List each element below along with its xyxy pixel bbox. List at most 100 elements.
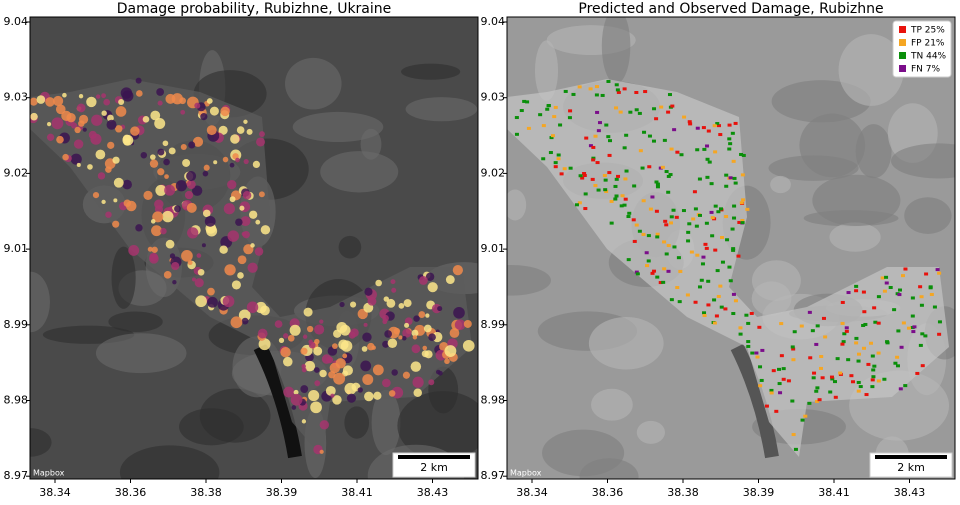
- probability-blob: [213, 160, 218, 165]
- building: [648, 207, 653, 211]
- building: [758, 365, 763, 369]
- building: [603, 178, 608, 182]
- y-tick-label: 9.01: [4, 242, 29, 255]
- building: [552, 115, 557, 119]
- building: [832, 380, 837, 384]
- building: [640, 166, 645, 170]
- probability-blob: [445, 275, 455, 284]
- building: [603, 188, 608, 192]
- probability-blob: [390, 279, 396, 285]
- building: [571, 92, 576, 96]
- probability-blob: [290, 393, 303, 406]
- building: [862, 310, 867, 314]
- building: [594, 85, 599, 89]
- probability-blob: [169, 253, 176, 259]
- building: [844, 329, 849, 333]
- building: [655, 182, 660, 186]
- building: [790, 399, 795, 403]
- probability-blob: [101, 93, 107, 99]
- probability-blob: [175, 180, 187, 192]
- probability-blob: [304, 360, 316, 372]
- probability-blob: [115, 125, 123, 133]
- y-tick-label: 9.03: [4, 91, 29, 104]
- building: [654, 180, 659, 184]
- probability-blob: [201, 243, 206, 248]
- probability-blob: [382, 340, 390, 348]
- legend-label: TN 44%: [910, 52, 947, 62]
- building: [733, 181, 738, 185]
- building: [609, 199, 614, 203]
- building: [720, 260, 725, 264]
- building: [744, 313, 749, 317]
- building: [669, 147, 674, 151]
- building: [584, 136, 589, 140]
- building: [746, 321, 751, 325]
- x-tick-label: 38.34: [39, 486, 71, 499]
- probability-blob: [206, 225, 218, 237]
- building: [871, 375, 876, 379]
- terrain: [285, 57, 342, 110]
- probability-blob: [106, 119, 117, 130]
- building: [672, 245, 677, 249]
- scale-bar: [875, 455, 947, 459]
- probability-blob: [350, 301, 357, 308]
- building: [888, 285, 893, 289]
- building: [872, 364, 877, 368]
- probability-blob: [362, 332, 372, 342]
- building: [577, 201, 582, 205]
- building: [526, 126, 531, 130]
- building: [738, 332, 743, 336]
- building: [918, 285, 923, 289]
- probability-blob: [204, 215, 216, 227]
- probability-blob: [147, 246, 153, 252]
- terrain: [30, 428, 52, 457]
- probability-blob: [235, 218, 243, 226]
- building: [593, 184, 598, 188]
- building: [746, 340, 751, 344]
- building: [779, 354, 784, 358]
- building: [872, 306, 877, 310]
- probability-blob: [128, 244, 140, 256]
- building: [740, 221, 745, 225]
- building: [871, 368, 876, 372]
- probability-blob: [191, 277, 196, 282]
- terrain: [119, 445, 220, 479]
- building: [731, 247, 736, 251]
- building: [600, 93, 605, 97]
- probability-blob: [335, 358, 346, 369]
- building: [654, 209, 659, 213]
- probability-blob: [410, 361, 422, 372]
- probability-blob: [278, 337, 285, 344]
- probability-blob: [258, 338, 271, 351]
- terrain: [591, 388, 633, 421]
- building: [911, 330, 916, 334]
- probability-blob: [256, 137, 266, 147]
- building: [596, 129, 601, 133]
- probability-blob: [136, 90, 143, 97]
- building: [854, 284, 859, 288]
- building: [731, 159, 736, 163]
- probability-blob: [283, 333, 289, 339]
- map-frame: [29, 16, 479, 480]
- building: [613, 197, 618, 201]
- building: [706, 303, 711, 307]
- probability-blob: [107, 141, 115, 149]
- building: [634, 223, 639, 227]
- probability-blob: [246, 128, 253, 135]
- building: [725, 238, 730, 242]
- building: [901, 321, 906, 325]
- building: [697, 213, 702, 217]
- probability-blob: [403, 299, 412, 308]
- probability-blob: [462, 339, 475, 352]
- probability-blob: [437, 370, 443, 376]
- building: [682, 115, 687, 119]
- probability-blob: [62, 153, 69, 161]
- probability-blob: [171, 261, 180, 271]
- building: [724, 215, 729, 219]
- building: [619, 204, 624, 208]
- building: [666, 244, 671, 248]
- probability-blob: [237, 272, 244, 279]
- building: [709, 210, 714, 214]
- building: [541, 157, 546, 161]
